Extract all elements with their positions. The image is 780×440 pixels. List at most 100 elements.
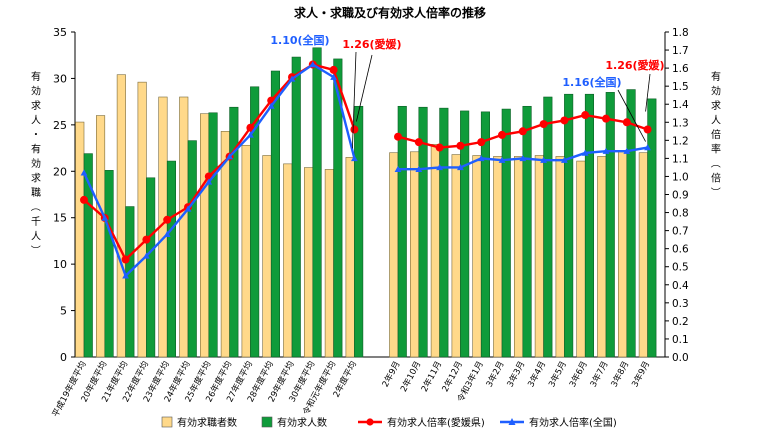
- ratio_ehime-point: [435, 143, 444, 152]
- y-right-tick-label: 1.6: [672, 63, 689, 75]
- legend-marker: [508, 418, 516, 425]
- bar-openings: [626, 89, 636, 358]
- ratio_national-point: [288, 75, 296, 82]
- y-right-tick-label: 0.9: [672, 190, 689, 202]
- x-tick-label: 3年2月: [484, 359, 507, 389]
- ratio_ehime-point: [163, 215, 172, 224]
- axis-label-char: 求: [31, 173, 41, 185]
- bar-seekers: [137, 81, 147, 358]
- y-right-tick-label: 0.2: [672, 316, 689, 328]
- axis-label-char: 求: [31, 100, 41, 112]
- axis-label-char: ）: [709, 187, 721, 197]
- bar-seekers: [303, 167, 314, 358]
- annotation-label: 1.10(全国): [270, 33, 329, 47]
- ratio_national-point: [498, 156, 506, 163]
- ratio_national-point: [101, 214, 109, 221]
- ratio_ehime-point: [414, 138, 423, 147]
- ratio_national-point: [519, 154, 527, 162]
- axis-label-char: ）: [29, 245, 41, 255]
- bar-openings: [270, 70, 281, 358]
- annotation-label: 1.16(全国): [562, 75, 621, 89]
- axis-label-char: 倍: [711, 172, 721, 185]
- axis-label-char: 人: [31, 231, 41, 243]
- ratio_ehime-point: [518, 127, 527, 136]
- y-axis-left-label: 有効求人・有効求職（千人）: [29, 70, 41, 255]
- ratio_national-point: [122, 272, 129, 279]
- bar-openings: [333, 58, 343, 358]
- legend-label: 有効求人数: [277, 416, 327, 429]
- legend-label: 有効求人倍率(愛媛県): [387, 416, 485, 429]
- ratio_national-point: [309, 61, 317, 68]
- annotation-leader: [352, 51, 357, 149]
- y-right-tick-label: 1.8: [672, 27, 689, 39]
- x-tick-label: 3年4月: [525, 359, 548, 389]
- y-axis-right-label: 有効求人倍率（倍）: [709, 70, 721, 197]
- y-right-tick-label: 0.1: [672, 334, 689, 346]
- bar-openings: [439, 107, 449, 358]
- y-left-tick-label: 25: [53, 119, 67, 132]
- y-right-tick-label: 1.0: [672, 171, 689, 183]
- axis-label-char: （: [29, 202, 41, 212]
- ratio_national-point: [623, 147, 631, 154]
- bar-openings: [83, 153, 93, 358]
- bar-openings: [250, 86, 260, 358]
- legend-label: 有効求職者数: [177, 416, 237, 429]
- bar-openings: [208, 112, 218, 358]
- ratio_ehime-point: [498, 130, 506, 139]
- y-right-tick-label: 0.5: [672, 262, 689, 274]
- y-right-tick-label: 1.7: [672, 45, 689, 57]
- axis-label-char: 人: [31, 115, 41, 127]
- ratio_ehime-point: [602, 114, 610, 123]
- y-right-tick-label: 1.5: [672, 81, 689, 93]
- axis-label-char: 千: [31, 216, 41, 228]
- y-left-tick-label: 0: [60, 351, 67, 364]
- bar-seekers: [513, 156, 524, 358]
- ratio_national-point: [394, 165, 402, 172]
- bar-seekers: [638, 152, 648, 358]
- bar-seekers: [597, 156, 607, 358]
- bar-seekers: [262, 155, 272, 358]
- bars: [75, 47, 657, 358]
- x-tick-label: 3年6月: [567, 359, 590, 389]
- bar-openings: [229, 106, 239, 358]
- annotations: 1.10(全国) 1.26(愛媛) 1.16(全国) 1.26(愛媛): [270, 33, 665, 149]
- x-tick-labels: 平成19年度平均20年度平均21年度平均22年度平均23年度平均24年度平均25…: [50, 359, 652, 419]
- annotation-leader: [356, 54, 373, 122]
- ratio_national-point: [644, 144, 651, 151]
- bar-seekers: [617, 150, 628, 358]
- bar-openings: [104, 170, 114, 358]
- bar-openings: [291, 56, 301, 358]
- ratio_national-point: [436, 164, 443, 171]
- bar-seekers: [409, 151, 420, 358]
- axes: 0 5 10 15 20 25 30 35 0.0 0.1 0.2 0.3 0.4 0.5 0.6 0.7 0.…: [53, 26, 689, 364]
- y-left-tick-label: 5: [60, 305, 67, 318]
- x-tick-label: 2年9月: [380, 359, 403, 389]
- y-left-tick-label: 30: [53, 72, 67, 85]
- ratio_ehime-point: [539, 120, 548, 129]
- ratio_ehime-point: [394, 132, 402, 141]
- legend-label: 有効求人倍率(全国): [529, 416, 617, 429]
- bar-seekers: [576, 160, 586, 358]
- bar-openings: [418, 106, 428, 358]
- ratio_national-point: [330, 73, 337, 80]
- ratio_national-point: [226, 153, 233, 160]
- y-right-tick-label: 0.7: [672, 226, 689, 238]
- axis-label-char: 有: [31, 143, 41, 156]
- bar-seekers: [324, 169, 334, 358]
- axis-label-char: 効: [31, 85, 41, 98]
- y-left-tick-label: 20: [53, 165, 67, 178]
- ratio_national-point: [163, 230, 171, 237]
- bar-seekers: [241, 144, 251, 358]
- ratio_ehime-point: [121, 255, 130, 264]
- bar-seekers: [534, 155, 544, 358]
- annotation-label: 1.26(愛媛): [605, 58, 664, 72]
- bar-seekers: [472, 155, 482, 358]
- axis-label-char: 効: [31, 157, 41, 170]
- y-right-tick-label: 0.0: [672, 352, 689, 364]
- ratio_national-point: [457, 164, 464, 171]
- bar-openings: [166, 160, 176, 358]
- ratio_ehime-point: [456, 141, 465, 150]
- ratio_ehime-point: [246, 123, 255, 132]
- bar-seekers: [179, 96, 189, 358]
